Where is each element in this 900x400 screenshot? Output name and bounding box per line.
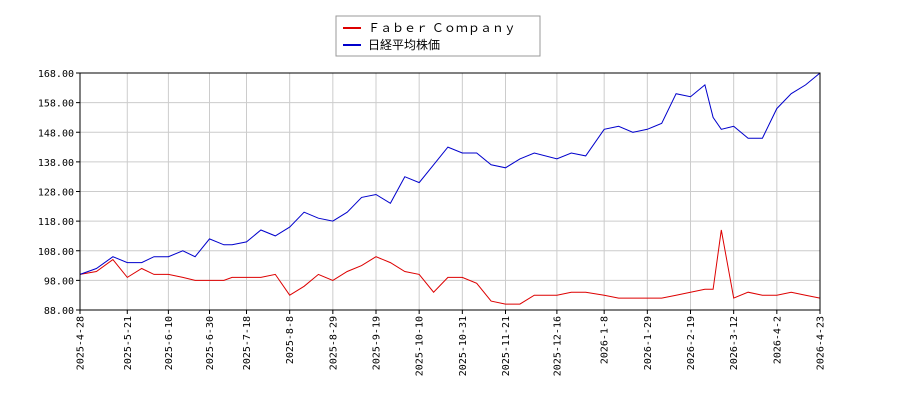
x-tick-label: 2026-2-19 [686, 316, 697, 370]
x-tick-label: 2026-4-2 [772, 316, 783, 364]
legend-label-1: 日経平均株価 [368, 37, 440, 52]
x-tick-label: 2025-4-28 [76, 316, 87, 370]
legend-label-0: Ｆａｂｅｒ Ｃｏｍｐａｎｙ [368, 21, 516, 35]
x-tick-label: 2025-6-30 [205, 316, 216, 370]
series-line-1 [79, 72, 821, 275]
series [79, 72, 821, 305]
x-tick-label: 2025-7-18 [242, 316, 253, 370]
x-tick-label: 2026-1-29 [643, 316, 654, 370]
y-tick-label: 118.00 [38, 217, 74, 228]
y-tick-label: 148.00 [38, 128, 74, 139]
legend-box [335, 15, 541, 57]
y-axis-ticks: 88.00 98.00 108.00 118.00 128.00 138.00 148.00… [38, 69, 80, 317]
x-axis-ticks: 2025-4-28 2025-5-21 2025-6-10 2025-6-30 2025… [76, 310, 827, 376]
x-tick-label: 2025-9-19 [372, 316, 383, 370]
series-line-0 [79, 229, 821, 305]
x-tick-label: 2026-1-8 [600, 316, 611, 364]
y-tick-label: 128.00 [38, 188, 74, 199]
grid [79, 72, 821, 311]
x-tick-label: 2025-5-21 [123, 316, 134, 370]
y-tick-label: 158.00 [38, 99, 74, 110]
x-tick-label: 2025-6-10 [164, 316, 175, 370]
x-tick-label: 2026-4-23 [816, 316, 827, 370]
legend: Ｆａｂｅｒ Ｃｏｍｐａｎｙ 日経平均株価 [335, 15, 541, 57]
x-tick-label: 2026-3-12 [729, 316, 740, 370]
plot-frame [79, 72, 821, 311]
x-tick-label: 2025-8-8 [285, 316, 296, 364]
y-tick-label: 168.00 [38, 69, 74, 80]
x-tick-label: 2025-12-16 [552, 316, 563, 376]
y-tick-label: 88.00 [44, 306, 74, 317]
x-tick-label: 2025-11-21 [501, 316, 512, 376]
x-tick-label: 2025-8-29 [328, 316, 339, 370]
x-tick-label: 2025-10-10 [415, 316, 426, 376]
y-tick-label: 98.00 [44, 276, 74, 287]
y-tick-label: 138.00 [38, 158, 74, 169]
x-tick-label: 2025-10-31 [458, 316, 469, 376]
y-tick-label: 108.00 [38, 247, 74, 258]
